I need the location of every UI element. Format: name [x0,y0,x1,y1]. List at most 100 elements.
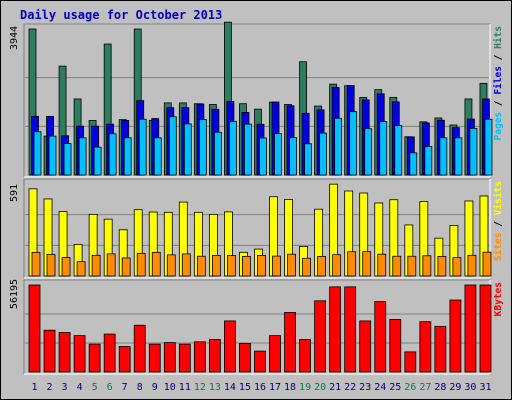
bar-kbytes-day-10 [163,342,176,373]
bar-kbytes-day-19 [299,339,311,373]
day-label-16: 16 [254,382,266,393]
day-label-30: 30 [464,382,476,393]
bar-sites-day-21 [332,254,342,277]
legend-separator: / [493,95,504,112]
bar-pages-day-17 [274,133,282,176]
bar-sites-day-14 [227,255,236,277]
day-label-2: 2 [47,382,53,393]
bar-pages-day-1 [33,131,42,176]
bar-sites-day-6 [106,253,116,277]
bar-sites-day-9 [151,251,161,277]
bar-sites-day-10 [166,254,176,277]
bar-sites-day-18 [287,253,296,277]
day-label-28: 28 [434,382,446,393]
panel-max-label: 591 [9,184,20,202]
bar-pages-day-25 [394,125,403,176]
bar-kbytes-day-31 [479,284,492,373]
bar-kbytes-day-12 [193,341,206,373]
bar-sites-day-24 [377,253,387,277]
bar-kbytes-day-18 [284,311,296,373]
bar-kbytes-day-16 [254,350,266,373]
day-label-9: 9 [152,382,158,393]
bar-pages-day-28 [439,137,448,176]
day-label-12: 12 [194,382,206,393]
bar-sites-day-11 [181,253,191,277]
bar-sites-day-25 [392,255,402,277]
bar-pages-day-20 [319,132,328,176]
bar-sites-day-26 [407,255,417,277]
bar-kbytes-day-26 [404,351,417,373]
bar-kbytes-day-17 [269,335,281,373]
bar-sites-day-5 [91,254,101,277]
legend-entry-pages: Pages [493,112,504,141]
bar-kbytes-day-8 [133,324,146,373]
bar-kbytes-day-30 [464,284,477,373]
day-label-29: 29 [449,382,461,393]
bar-pages-day-22 [349,111,358,176]
bar-pages-day-26 [409,152,418,176]
day-label-27: 27 [419,382,431,393]
bar-pages-day-31 [484,118,493,176]
bar-sites-day-30 [467,254,477,277]
bar-kbytes-day-29 [449,299,462,373]
day-labels: 1 2 3 4 5 6 7 8 9 10 11 12 13 14 15 16 17 18 19 20 21 22 23 24 2… [31,382,491,393]
bar-kbytes-day-22 [344,286,357,373]
day-label-11: 11 [179,382,191,393]
day-label-24: 24 [374,382,386,393]
day-label-13: 13 [209,382,221,393]
bar-sites-day-22 [347,251,357,277]
day-label-20: 20 [314,382,326,393]
bar-kbytes-day-5 [88,343,101,373]
bar-sites-day-27 [422,255,432,277]
bar-kbytes-day-11 [178,343,191,373]
bar-kbytes-day-27 [419,321,432,373]
bar-pages-day-15 [244,123,252,176]
day-label-31: 31 [479,382,491,393]
panel-middle: 591 Sites / Visits [9,178,504,279]
day-label-10: 10 [164,382,176,393]
bar-pages-day-29 [454,137,463,176]
panel-bottom: 56195 KBytes [9,279,504,375]
panel-legend: Sites / Visits [493,181,504,261]
bar-pages-day-7 [123,137,132,176]
panel-max-label: 3944 [9,26,20,50]
bar-pages-day-9 [153,137,162,176]
day-label-23: 23 [359,382,371,393]
panel-top: 3944 Pages / Files / Hits [9,21,504,178]
day-label-15: 15 [239,382,251,393]
day-label-25: 25 [389,382,401,393]
panel-legend: Pages / Files / Hits [493,26,504,140]
bar-pages-day-6 [108,133,117,176]
day-label-8: 8 [137,382,143,393]
legend-text: Pages / Files / Hits [493,26,504,140]
bar-sites-day-16 [257,255,266,277]
bar-kbytes-day-7 [118,346,131,373]
bar-pages-day-13 [213,131,222,176]
bar-sites-day-13 [211,255,221,277]
bar-pages-day-14 [229,120,237,176]
bar-pages-day-8 [138,118,147,176]
bar-kbytes-day-4 [73,335,86,373]
panel-legend: KBytes [493,282,504,316]
bar-sites-day-3 [61,257,71,277]
bar-sites-day-7 [121,257,131,277]
bar-pages-day-5 [93,146,102,176]
bar-pages-day-23 [364,128,373,176]
bar-sites-day-19 [302,257,311,277]
day-label-3: 3 [62,382,68,393]
day-label-17: 17 [269,382,281,393]
bar-pages-day-3 [63,143,72,176]
legend-entry-kbytes: KBytes [493,282,504,316]
bar-pages-day-30 [469,127,478,176]
bar-sites-day-15 [242,255,251,277]
bar-kbytes-day-28 [434,325,447,373]
bar-kbytes-day-3 [58,332,71,373]
chart-title: Daily usage for October 2013 [20,8,222,22]
legend-entry-sites: Sites [493,233,504,262]
legend-text: Sites / Visits [493,181,504,261]
bar-pages-day-4 [78,137,87,176]
panel-max-label: 56195 [9,279,20,309]
day-label-6: 6 [107,382,113,393]
bar-kbytes-day-21 [329,286,342,373]
day-label-4: 4 [77,382,83,393]
